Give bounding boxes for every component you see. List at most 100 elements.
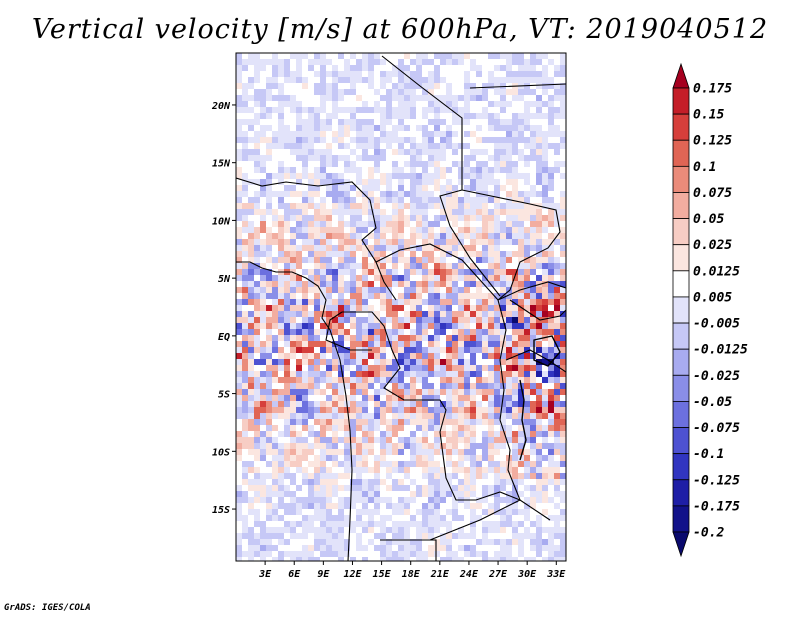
field-cell — [524, 77, 530, 83]
field-cell — [458, 209, 464, 215]
field-cell — [332, 245, 338, 251]
field-cell — [308, 179, 314, 185]
field-cell — [326, 467, 332, 473]
field-cell — [374, 503, 380, 509]
field-cell — [284, 89, 290, 95]
field-cell — [518, 281, 524, 287]
field-cell — [284, 185, 290, 191]
field-cell — [356, 53, 362, 59]
field-cell — [284, 341, 290, 347]
field-cell — [434, 275, 440, 281]
field-cell — [266, 485, 272, 491]
field-cell — [236, 407, 242, 413]
field-cell — [302, 317, 308, 323]
field-cell — [548, 305, 554, 311]
field-cell — [392, 149, 398, 155]
field-cell — [554, 305, 560, 311]
field-cell — [284, 503, 290, 509]
field-cell — [314, 191, 320, 197]
field-cell — [524, 197, 530, 203]
field-cell — [254, 137, 260, 143]
field-cell — [302, 557, 308, 561]
field-cell — [458, 95, 464, 101]
field-cell — [446, 227, 452, 233]
field-cell — [530, 551, 536, 557]
field-cell — [530, 149, 536, 155]
field-cell — [242, 533, 248, 539]
field-cell — [398, 245, 404, 251]
field-cell — [524, 431, 530, 437]
field-cell — [254, 269, 260, 275]
field-cell — [560, 491, 566, 497]
field-cell — [512, 413, 518, 419]
field-cell — [404, 473, 410, 479]
field-cell — [500, 461, 506, 467]
field-cell — [458, 341, 464, 347]
field-cell — [464, 83, 470, 89]
field-cell — [374, 179, 380, 185]
field-cell — [344, 431, 350, 437]
field-cell — [386, 407, 392, 413]
field-cell — [536, 299, 542, 305]
field-cell — [458, 329, 464, 335]
field-cell — [446, 287, 452, 293]
field-cell — [398, 317, 404, 323]
field-cell — [494, 485, 500, 491]
field-cell — [446, 419, 452, 425]
field-cell — [518, 557, 524, 561]
field-cell — [362, 233, 368, 239]
field-cell — [302, 227, 308, 233]
field-cell — [428, 497, 434, 503]
field-cell — [362, 71, 368, 77]
field-cell — [548, 425, 554, 431]
field-cell — [452, 503, 458, 509]
field-cell — [542, 161, 548, 167]
field-cell — [524, 113, 530, 119]
field-cell — [242, 131, 248, 137]
field-cell — [332, 305, 338, 311]
field-cell — [314, 119, 320, 125]
field-cell — [326, 377, 332, 383]
field-cell — [284, 245, 290, 251]
field-cell — [296, 413, 302, 419]
field-cell — [404, 491, 410, 497]
field-cell — [386, 65, 392, 71]
field-cell — [266, 83, 272, 89]
field-cell — [260, 521, 266, 527]
field-cell — [278, 137, 284, 143]
field-cell — [266, 113, 272, 119]
field-cell — [476, 245, 482, 251]
field-cell — [506, 371, 512, 377]
field-cell — [404, 401, 410, 407]
field-cell — [470, 119, 476, 125]
field-cell — [422, 281, 428, 287]
field-cell — [512, 365, 518, 371]
field-cell — [554, 383, 560, 389]
field-cell — [266, 335, 272, 341]
lake-victoria — [533, 335, 561, 367]
field-cell — [440, 395, 446, 401]
field-cell — [410, 515, 416, 521]
field-cell — [422, 473, 428, 479]
field-cell — [416, 443, 422, 449]
field-cell — [278, 383, 284, 389]
field-cell — [368, 443, 374, 449]
field-cell — [320, 77, 326, 83]
field-cell — [494, 401, 500, 407]
field-cell — [422, 83, 428, 89]
field-cell — [284, 305, 290, 311]
field-cell — [542, 155, 548, 161]
field-cell — [320, 71, 326, 77]
field-cell — [242, 467, 248, 473]
field-cell — [488, 341, 494, 347]
field-cell — [404, 467, 410, 473]
field-cell — [416, 275, 422, 281]
field-cell — [530, 533, 536, 539]
field-cell — [380, 149, 386, 155]
field-cell — [524, 407, 530, 413]
field-cell — [434, 443, 440, 449]
field-cell — [344, 233, 350, 239]
field-cell — [422, 197, 428, 203]
field-cell — [464, 89, 470, 95]
field-cell — [308, 503, 314, 509]
